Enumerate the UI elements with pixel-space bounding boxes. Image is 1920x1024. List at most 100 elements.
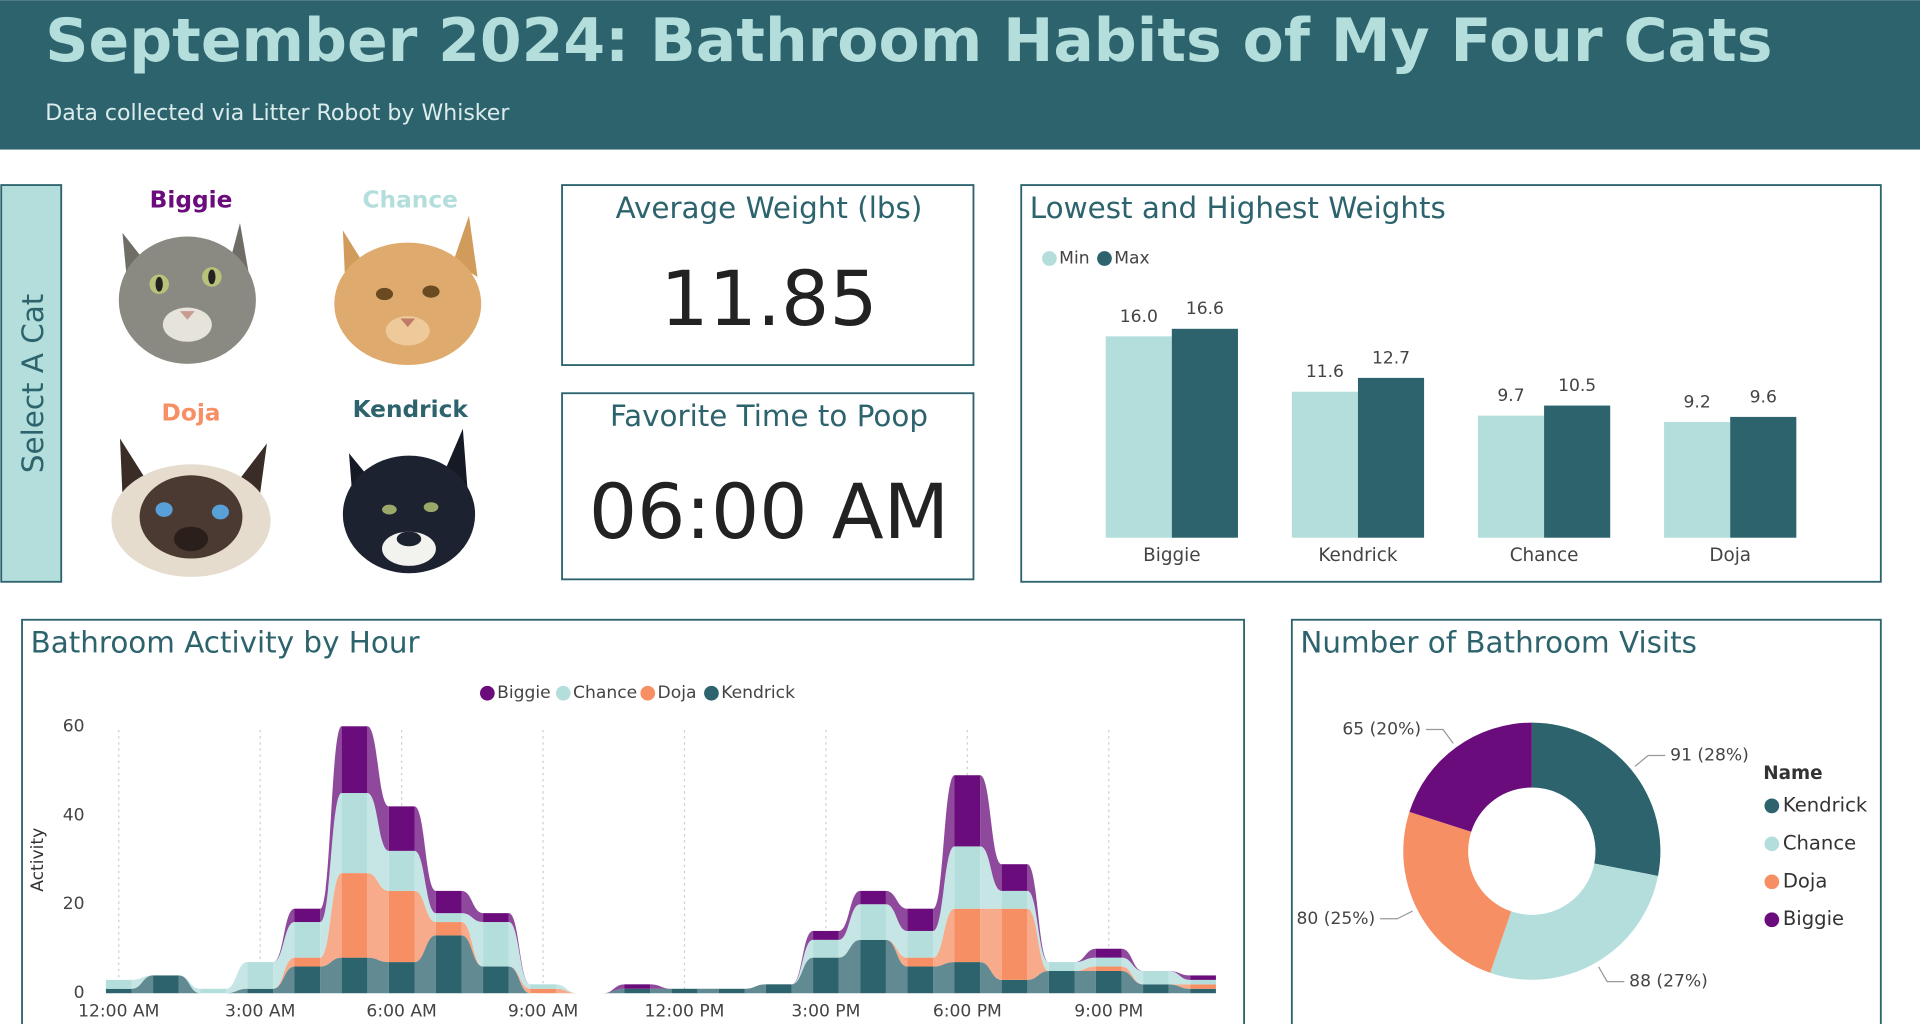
x-tick-label: 3:00 AM bbox=[225, 1002, 295, 1022]
ribbon bbox=[461, 935, 484, 994]
ribbon-column bbox=[954, 775, 981, 847]
ribbon bbox=[414, 850, 436, 923]
legend-swatch bbox=[1764, 912, 1780, 928]
cat-name[interactable]: Chance bbox=[362, 186, 457, 213]
ribbon bbox=[273, 908, 295, 963]
page-subtitle: Data collected via Litter Robot by Whisk… bbox=[45, 101, 510, 126]
ribbon bbox=[697, 988, 719, 994]
ribbon bbox=[1027, 970, 1049, 994]
ribbon bbox=[414, 890, 436, 963]
ribbon-column bbox=[1048, 962, 1075, 971]
legend-label: Max bbox=[1114, 249, 1149, 269]
bar bbox=[1544, 405, 1611, 538]
ribbon-column bbox=[624, 988, 651, 994]
ribbon-column bbox=[765, 984, 792, 994]
ribbon bbox=[1121, 948, 1144, 971]
slicer-tab[interactable] bbox=[0, 184, 63, 583]
ribbon-column bbox=[1190, 984, 1216, 989]
leader-line bbox=[1380, 910, 1413, 920]
data-label: 11.6 bbox=[1306, 362, 1344, 382]
data-label: 9.2 bbox=[1684, 392, 1711, 412]
data-label: 16.6 bbox=[1186, 299, 1224, 319]
data-label: 91 (28%) bbox=[1670, 745, 1749, 765]
header-band bbox=[0, 0, 1920, 150]
cat-photo[interactable] bbox=[111, 438, 271, 577]
ribbon bbox=[603, 984, 625, 994]
ribbon bbox=[1168, 970, 1191, 985]
slicer-label: Select A Cat bbox=[16, 294, 50, 473]
ribbon bbox=[1121, 970, 1144, 994]
ribbon-column bbox=[718, 988, 745, 994]
ribbon bbox=[1027, 864, 1049, 963]
ribbon-column bbox=[1001, 890, 1028, 909]
x-tick-label: Kendrick bbox=[1318, 545, 1397, 566]
data-label: 9.7 bbox=[1497, 386, 1524, 406]
ribbon bbox=[744, 984, 766, 994]
cat-photo[interactable] bbox=[118, 223, 256, 364]
data-label: 9.6 bbox=[1750, 387, 1777, 407]
ribbon bbox=[131, 975, 154, 989]
ribbon-column bbox=[1001, 908, 1028, 980]
cat-name[interactable]: Kendrick bbox=[353, 396, 469, 423]
ribbon-column bbox=[907, 957, 934, 967]
bar bbox=[1171, 328, 1238, 538]
cat-photo[interactable] bbox=[342, 428, 476, 574]
ribbon-column bbox=[1001, 864, 1028, 891]
data-label: 80 (25%) bbox=[1297, 909, 1376, 929]
legend-label: Biggie bbox=[497, 683, 551, 703]
ribbon-column bbox=[341, 726, 368, 794]
ribbon-column bbox=[294, 922, 321, 958]
ribbon-column bbox=[813, 957, 839, 994]
data-label: 10.5 bbox=[1558, 376, 1596, 396]
ribbon bbox=[225, 962, 248, 994]
cat-photo[interactable] bbox=[334, 215, 482, 366]
ribbon-column bbox=[388, 850, 415, 891]
ribbon-column bbox=[388, 890, 415, 963]
ribbon-column bbox=[1048, 970, 1075, 994]
ribbon bbox=[273, 922, 295, 989]
ribbon bbox=[508, 913, 531, 985]
ribbon-column bbox=[483, 913, 509, 923]
ribbon bbox=[367, 957, 389, 994]
ribbon-column bbox=[1143, 984, 1169, 994]
ribbon-column bbox=[435, 890, 462, 914]
bar bbox=[1730, 416, 1797, 538]
y-tick-label: 60 bbox=[63, 716, 85, 736]
bar bbox=[1357, 377, 1425, 538]
ribbon-column bbox=[294, 966, 321, 994]
ribbon bbox=[1168, 970, 1191, 980]
ribbon-column bbox=[341, 793, 368, 874]
ribbon-column bbox=[813, 939, 839, 958]
ribbon bbox=[980, 908, 1002, 980]
ribbon-column bbox=[954, 962, 981, 994]
bar bbox=[1291, 391, 1358, 538]
ribbon-column bbox=[624, 984, 651, 989]
ribbon-column bbox=[435, 935, 462, 994]
legend-label: Doja bbox=[658, 683, 697, 703]
ribbon-column bbox=[435, 922, 462, 936]
legend-swatch bbox=[1764, 836, 1780, 852]
ribbon bbox=[367, 726, 389, 851]
ribbon bbox=[555, 984, 578, 994]
legend-title: Name bbox=[1763, 763, 1822, 784]
ribbon bbox=[885, 939, 908, 967]
ribbon-column bbox=[105, 979, 132, 989]
chart-title: Lowest and Highest Weights bbox=[1030, 191, 1446, 225]
card bbox=[561, 392, 975, 581]
ribbon bbox=[367, 873, 389, 963]
cat-name[interactable]: Doja bbox=[162, 400, 221, 427]
ribbon-column bbox=[153, 975, 179, 994]
ribbon bbox=[885, 904, 908, 958]
chart-title: Number of Bathroom Visits bbox=[1300, 626, 1697, 660]
legend-label: Doja bbox=[1783, 869, 1828, 892]
x-tick-label: 9:00 PM bbox=[1074, 1002, 1143, 1022]
cat-name[interactable]: Biggie bbox=[150, 186, 233, 213]
ribbon bbox=[838, 939, 861, 994]
ribbon-column bbox=[1095, 957, 1122, 967]
donut-slice bbox=[1409, 722, 1532, 832]
ribbon-column bbox=[247, 962, 274, 989]
ribbon bbox=[838, 904, 861, 958]
ribbon bbox=[650, 988, 672, 994]
